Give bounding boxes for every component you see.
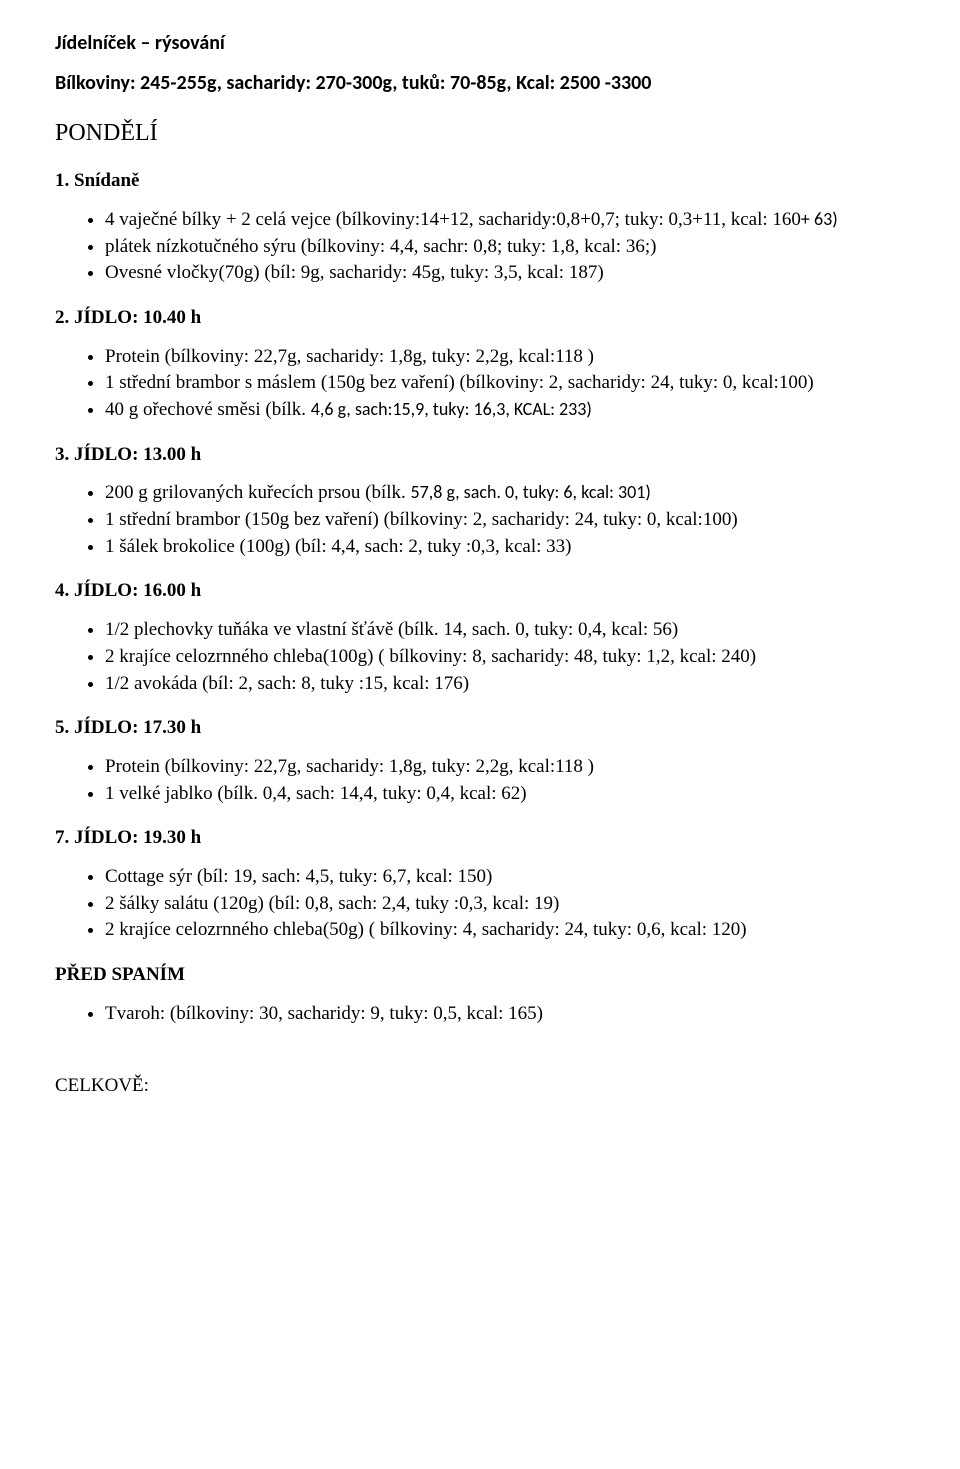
list-item: Protein (bílkoviny: 22,7g, sacharidy: 1,… (105, 755, 905, 780)
item-text: 1 střední brambor s máslem (150g bez vař… (105, 372, 814, 393)
pre-sleep-list: Tvaroh: (bílkoviny: 30, sacharidy: 9, tu… (55, 1002, 905, 1027)
list-item: 1 šálek brokolice (100g) (bíl: 4,4, sach… (105, 535, 905, 560)
meal-heading: 1. Snídaně (55, 169, 905, 194)
list-item: Protein (bílkoviny: 22,7g, sacharidy: 1,… (105, 345, 905, 370)
item-text-sans: 57,8 g, sach. 0, tuky: 6, kcal: 301) (411, 481, 651, 503)
day-heading: PONDĚLÍ (55, 118, 905, 149)
meal-heading: 2. JÍDLO: 10.40 h (55, 306, 905, 331)
list-item: 2 krajíce celozrnného chleba(50g) ( bílk… (105, 918, 905, 943)
item-text: 1 velké jablko (bílk. 0,4, sach: 14,4, t… (105, 783, 527, 804)
meal-heading: 3. JÍDLO: 13.00 h (55, 443, 905, 468)
list-item: Ovesné vločky(70g) (bíl: 9g, sacharidy: … (105, 261, 905, 286)
meal-item-list: 4 vaječné bílky + 2 celá vejce (bílkovin… (55, 208, 905, 286)
item-text: 1/2 avokáda (bíl: 2, sach: 8, tuky :15, … (105, 673, 469, 694)
list-item: 40 g ořechové směsi (bílk. 4,6 g, sach:1… (105, 398, 905, 423)
list-item: 1 střední brambor (150g bez vaření) (bíl… (105, 508, 905, 533)
meal-item-list: Protein (bílkoviny: 22,7g, sacharidy: 1,… (55, 755, 905, 806)
meal-item-list: Protein (bílkoviny: 22,7g, sacharidy: 1,… (55, 345, 905, 423)
list-item: 1 střední brambor s máslem (150g bez vař… (105, 371, 905, 396)
list-item: 2 šálky salátu (120g) (bíl: 0,8, sach: 2… (105, 892, 905, 917)
meal-item-list: Cottage sýr (bíl: 19, sach: 4,5, tuky: 6… (55, 865, 905, 943)
item-text: 2 šálky salátu (120g) (bíl: 0,8, sach: 2… (105, 893, 559, 914)
list-item: 1/2 plechovky tuňáka ve vlastní šťávě (b… (105, 618, 905, 643)
list-item: 1 velké jablko (bílk. 0,4, sach: 14,4, t… (105, 782, 905, 807)
total-label: CELKOVĚ: (55, 1074, 905, 1099)
item-text: 40 g ořechové směsi (bílk. (105, 399, 311, 420)
item-text: 4 vaječné bílky + 2 celá vejce (bílkovin… (105, 209, 801, 230)
pre-sleep-heading: PŘED SPANÍM (55, 963, 905, 988)
item-text: 1 střední brambor (150g bez vaření) (bíl… (105, 509, 738, 530)
item-text: Protein (bílkoviny: 22,7g, sacharidy: 1,… (105, 756, 594, 777)
list-item: 1/2 avokáda (bíl: 2, sach: 8, tuky :15, … (105, 672, 905, 697)
list-item: 2 krajíce celozrnného chleba(100g) ( bíl… (105, 645, 905, 670)
list-item: 200 g grilovaných kuřecích prsou (bílk. … (105, 481, 905, 506)
item-text: Tvaroh: (bílkoviny: 30, sacharidy: 9, tu… (105, 1003, 543, 1024)
item-text: Cottage sýr (bíl: 19, sach: 4,5, tuky: 6… (105, 866, 492, 887)
meal-heading: 4. JÍDLO: 16.00 h (55, 579, 905, 604)
item-text: 1 šálek brokolice (100g) (bíl: 4,4, sach… (105, 536, 571, 557)
item-text: Ovesné vločky(70g) (bíl: 9g, sacharidy: … (105, 262, 604, 283)
item-text: 200 g grilovaných kuřecích prsou (bílk. (105, 482, 411, 503)
meal-heading: 7. JÍDLO: 19.30 h (55, 826, 905, 851)
meal-item-list: 1/2 plechovky tuňáka ve vlastní šťávě (b… (55, 618, 905, 696)
item-text: Protein (bílkoviny: 22,7g, sacharidy: 1,… (105, 346, 594, 367)
list-item: Cottage sýr (bíl: 19, sach: 4,5, tuky: 6… (105, 865, 905, 890)
list-item: 4 vaječné bílky + 2 celá vejce (bílkovin… (105, 208, 905, 233)
meals-container: 1. Snídaně 4 vaječné bílky + 2 celá vejce… (55, 169, 905, 943)
meal-heading: 5. JÍDLO: 17.30 h (55, 716, 905, 741)
item-text: 2 krajíce celozrnného chleba(50g) ( bílk… (105, 919, 747, 940)
list-item: plátek nízkotučného sýru (bílkoviny: 4,4… (105, 235, 905, 260)
item-text-sans: + 63) (801, 208, 838, 230)
item-text: plátek nízkotučného sýru (bílkoviny: 4,4… (105, 236, 656, 257)
meal-item-list: 200 g grilovaných kuřecích prsou (bílk. … (55, 481, 905, 559)
doc-title: Jídelníček – rýsování (55, 30, 905, 56)
item-text: 2 krajíce celozrnného chleba(100g) ( bíl… (105, 646, 756, 667)
item-text: 1/2 plechovky tuňáka ve vlastní šťávě (b… (105, 619, 678, 640)
doc-subtitle: Bílkoviny: 245-255g, sacharidy: 270-300g… (55, 70, 905, 96)
list-item: Tvaroh: (bílkoviny: 30, sacharidy: 9, tu… (105, 1002, 905, 1027)
item-text-sans: 4,6 g, sach:15,9, tuky: 16,3, KCAL: 233) (311, 398, 592, 420)
